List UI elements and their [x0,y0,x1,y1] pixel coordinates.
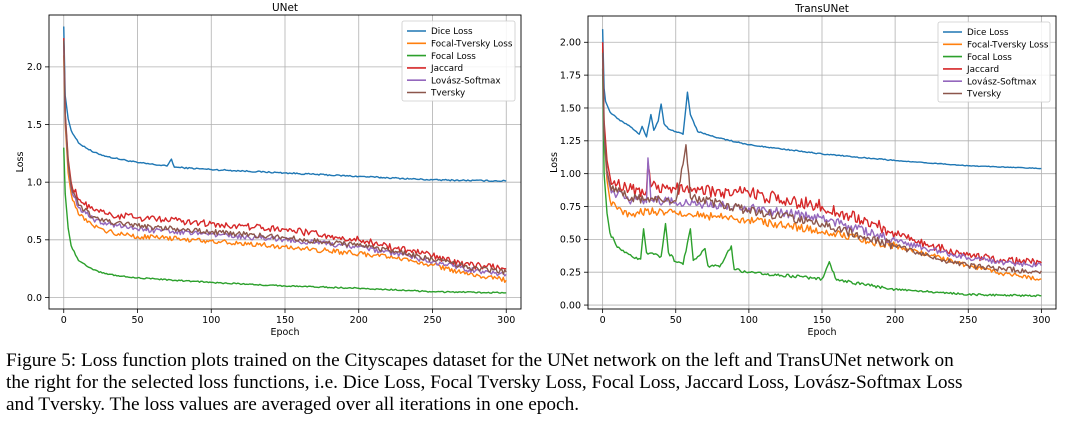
x-tick-label: 250 [423,315,441,326]
series-line-focal-loss [601,68,1042,298]
series-line-jaccard [63,38,507,271]
x-tick-label: 150 [813,315,831,326]
series-line-tversky [601,52,1042,274]
series-line-dice-loss [63,26,507,183]
y-tick-label: 0.00 [560,300,581,311]
x-tick-label: 200 [350,315,368,326]
legend-entry: Lovász-Softmax [431,76,501,86]
y-tick-label: 1.50 [560,103,581,114]
y-tick-label: 0.50 [560,235,581,246]
legend-entry: Focal Loss [967,53,1012,63]
legend-entry: Tversky [430,89,465,99]
series-line-jaccard [601,42,1042,267]
legend-entry: Dice Loss [967,28,1009,38]
series-line-lov-sz-softmax [63,43,507,277]
legend-entry: Lovász-Softmax [967,77,1037,87]
x-axis-label: Epoch [270,327,299,338]
figure: 0 50 100 150 200 250 300 0.0 0.5 1.0 1.5 2.0 UNet Epo… [15,2,1057,338]
x-tick-label: 200 [886,315,904,326]
x-tick-label: 0 [600,315,606,326]
x-tick-label: 50 [670,315,682,326]
x-tick-label: 250 [959,315,977,326]
caption-line-3: and Tversky. The loss values are average… [6,394,580,415]
y-tick-label: 0.0 [27,293,42,304]
y-axis-label: Loss [549,152,560,173]
legend-entry: Focal Loss [431,52,476,62]
figure-canvas: 0 50 100 150 200 250 300 0.0 0.5 1.0 1.5 2.0 UNet Epo… [15,2,1057,338]
x-tick-label: 100 [202,315,220,326]
legend-entry: Jaccard [966,65,999,75]
y-tick-label: 0.5 [27,235,42,246]
y-axis-label: Loss [15,152,26,173]
x-tick-label: 150 [276,315,294,326]
chart-unet: 0 50 100 150 200 250 300 0.0 0.5 1.0 1.5 2.0 UNet Epo… [15,2,522,338]
x-tick-label: 0 [61,315,67,326]
y-tick-label: 1.5 [27,120,42,131]
chart-transunet: 0 50 100 150 200 250 300 0.00 0.25 0.50 0.75 1.00 1.… [549,3,1057,338]
x-tick-label: 50 [131,315,143,326]
series-line-focal-loss [63,147,507,294]
series-line-tversky [63,40,507,275]
y-tick-label: 1.00 [560,169,581,180]
legend-entry: Jaccard [430,64,463,74]
series-line-dice-loss [601,29,1042,170]
legend-box [937,21,1051,103]
legend: Dice Loss Focal-Tversky Loss Focal Loss Jac… [937,21,1051,103]
series-line-focal-tversky-loss [63,55,507,284]
y-tick-label: 1.75 [560,70,581,81]
legend-box [401,20,516,102]
legend-entry: Focal-Tversky Loss [431,40,513,50]
caption-line-2: the right for the selected loss function… [6,372,963,393]
legend-entry: Dice Loss [431,27,473,37]
caption-line-1: Figure 5: Loss function plots trained on… [6,350,954,371]
y-tick-label: 0.75 [560,202,581,213]
x-tick-label: 300 [1032,315,1050,326]
legend-entry: Focal-Tversky Loss [967,41,1049,51]
figure-caption: Figure 5: Loss function plots trained on… [6,350,1078,416]
series-line-lov-sz-softmax [601,55,1042,268]
chart-title: UNet [272,2,298,14]
legend-entry: Tversky [966,90,1001,100]
y-tick-label: 1.25 [560,136,581,147]
y-tick-label: 2.0 [27,62,42,73]
y-tick-label: 1.0 [27,177,42,188]
y-tick-label: 2.00 [560,38,581,49]
x-axis-label: Epoch [807,327,836,338]
chart-title: TransUNet [794,3,849,15]
y-tick-label: 0.25 [560,268,581,279]
x-tick-label: 300 [497,315,515,326]
x-tick-label: 100 [740,315,758,326]
legend: Dice Loss Focal-Tversky Loss Focal Loss Jac… [401,20,516,102]
